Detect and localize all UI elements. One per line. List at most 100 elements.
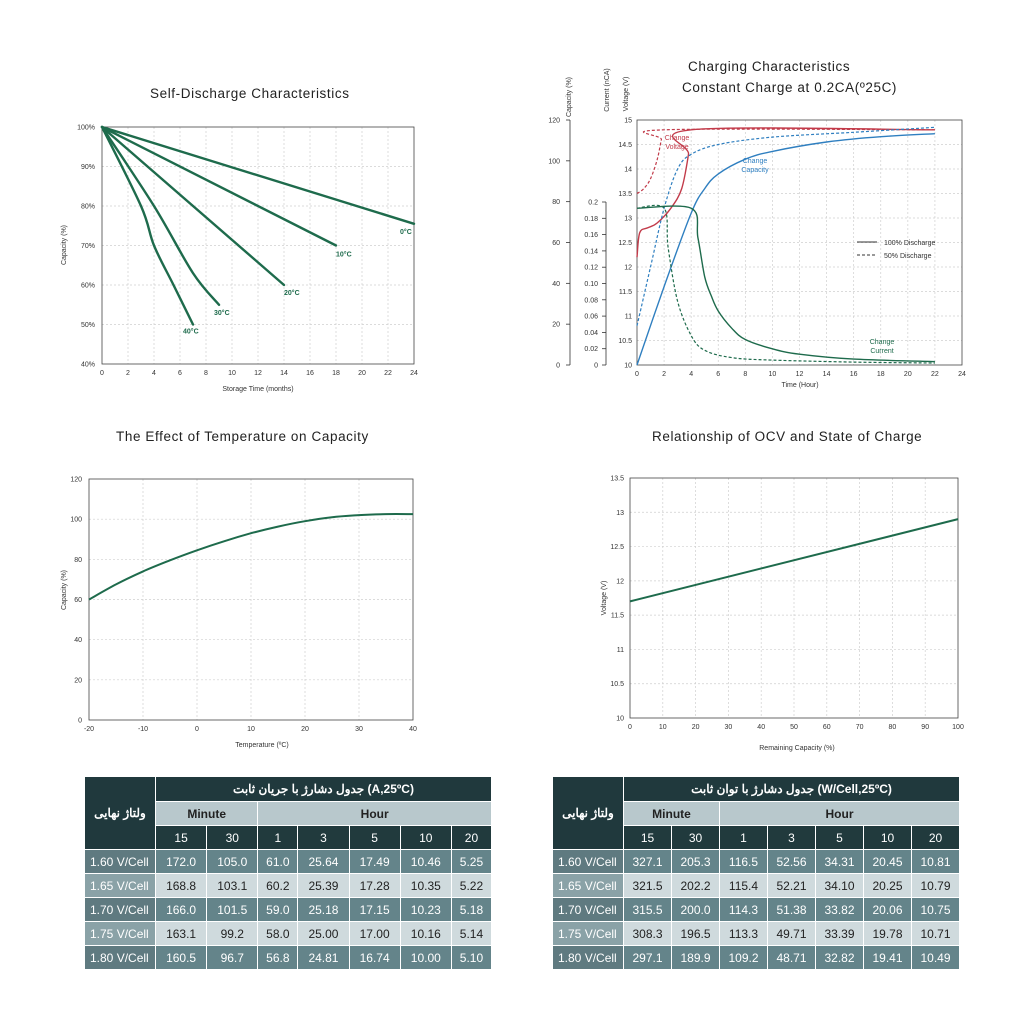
series-line [636, 133, 935, 366]
voltage-tick-label: 12.5 [618, 240, 632, 247]
table-cell: 51.38 [768, 898, 815, 921]
x-tick-label: 2 [662, 371, 666, 378]
table-cell: 61.0 [258, 850, 298, 873]
series-line [100, 125, 338, 247]
table-cell: 25.64 [298, 850, 349, 873]
table-cell: 308.3 [624, 922, 671, 945]
column-header: 10 [864, 826, 911, 849]
voltage-tick-label: 10 [624, 363, 632, 370]
voltage-tick-label: 14.5 [618, 142, 632, 149]
table-row: 1.65 V/Cell 321.5 202.2 115.4 52.21 34.10 20.2… [553, 874, 959, 897]
voltage-tick-label: 11 [625, 314, 632, 321]
table-cell: 58.0 [258, 922, 298, 945]
table-cell: 10.81 [912, 850, 959, 873]
y-tick-label: 80% [81, 204, 95, 211]
table-cell: 5.14 [451, 922, 491, 945]
table-cell: 168.8 [156, 874, 207, 897]
plot-frame [636, 119, 963, 366]
table-cell: 10.23 [400, 898, 451, 921]
x-tick-label: 100 [952, 724, 964, 731]
y-tick-label: 10 [616, 716, 624, 723]
y-tick-label: 60% [81, 283, 95, 290]
table-cell: 5.18 [451, 898, 491, 921]
x-tick-label: 30 [725, 724, 733, 731]
x-tick-label: 10 [659, 724, 667, 731]
column-header: 1 [720, 826, 767, 849]
y-tick-label: 13.5 [610, 476, 624, 483]
x-tick-label: 18 [877, 371, 885, 378]
x-tick-label: 8 [743, 371, 747, 378]
table-cell: 196.5 [672, 922, 719, 945]
table-cell: 32.82 [816, 946, 863, 969]
x-tick-label: 20 [358, 370, 366, 377]
x-tick-label: 22 [931, 371, 939, 378]
table-row: 1.60 V/Cell 327.1 205.3 116.5 52.56 34.31 20.4… [553, 850, 959, 873]
series-line [100, 125, 286, 287]
current-tick-label: 0 [594, 363, 598, 370]
x-tick-label: 18 [332, 370, 340, 377]
column-header: 5 [816, 826, 863, 849]
y-tick-label: 20 [74, 677, 82, 684]
current-tick-label: 0.08 [584, 297, 598, 304]
current-tick-label: 0.14 [584, 248, 598, 255]
table-cell: 16.74 [349, 946, 400, 969]
y-axis-label: Voltage (V) [601, 581, 608, 616]
table-cell: 202.2 [672, 874, 719, 897]
x-tick-label: 12 [796, 371, 804, 378]
capacity-tick-label: 0 [556, 363, 560, 370]
y-tick-label: 12 [616, 578, 624, 585]
legend-label: 100% Discharge [884, 240, 935, 247]
table-cell: 172.0 [156, 850, 207, 873]
voltage-tick-label: 12 [624, 265, 632, 272]
table-cell: 166.0 [156, 898, 207, 921]
voltage-tick-label: 13 [624, 216, 632, 223]
y-tick-label: 0 [78, 718, 82, 725]
voltage-tick-label: 15 [624, 118, 632, 125]
x-axis-label: Time (Hour) [781, 382, 818, 389]
current-tick-label: 0.04 [584, 330, 598, 337]
x-tick-label: 20 [692, 724, 700, 731]
x-axis-label: Remaining Capacity (%) [759, 745, 834, 752]
series-line [100, 125, 195, 326]
group-minute: Minute [624, 802, 719, 825]
row-label: 1.70 V/Cell [553, 898, 623, 921]
chart-subtitle-charging: Constant Charge at 0.2CA(º25C) [682, 80, 898, 95]
table-cell: 5.25 [451, 850, 491, 873]
table-cell: 5.22 [451, 874, 491, 897]
y-tick-label: 10.5 [610, 681, 624, 688]
table-cell: 19.41 [864, 946, 911, 969]
table-row: 1.75 V/Cell 308.3 196.5 113.3 49.71 33.39 19.7… [553, 922, 959, 945]
current-tick-label: 0.12 [584, 265, 598, 272]
table-cell: 101.5 [207, 898, 258, 921]
group-minute: Minute [156, 802, 258, 825]
capacity-tick-label: 20 [552, 322, 560, 329]
table-cell: 189.9 [672, 946, 719, 969]
column-header: 1 [258, 826, 298, 849]
chart-title-charging: Charging Characteristics [688, 59, 851, 74]
chart-title-ocv: Relationship of OCV and State of Charge [652, 429, 923, 444]
table-cell: 113.3 [720, 922, 767, 945]
plot-frame [101, 126, 415, 365]
series-line [636, 204, 935, 364]
table-cell: 115.4 [720, 874, 767, 897]
row-label: 1.60 V/Cell [553, 850, 623, 873]
y-tick-label: 13 [616, 510, 624, 517]
group-hour: Hour [258, 802, 491, 825]
group-hour: Hour [720, 802, 959, 825]
table-cell: 297.1 [624, 946, 671, 969]
table-row: 1.65 V/Cell 168.8 103.1 60.2 25.39 17.28 10.35… [85, 874, 491, 897]
x-tick-label: 0 [195, 726, 199, 733]
capacity-tick-label: 80 [552, 199, 560, 206]
table-cell: 205.3 [672, 850, 719, 873]
y-tick-label: 60 [74, 597, 82, 604]
y-tick-label: 11 [617, 647, 624, 654]
y-tick-label: 11.5 [611, 613, 624, 620]
table-cell: 99.2 [207, 922, 258, 945]
column-header: 15 [156, 826, 207, 849]
table-cell: 116.5 [720, 850, 767, 873]
charts-canvas: 0 2 4 6 8 10 12 14 16 18 20 22 2440%50%60%70%80%90%1… [61, 68, 966, 752]
series-label: 0°C [400, 228, 412, 236]
x-tick-label: 60 [823, 724, 831, 731]
table-cell: 60.2 [258, 874, 298, 897]
column-header: 30 [207, 826, 258, 849]
